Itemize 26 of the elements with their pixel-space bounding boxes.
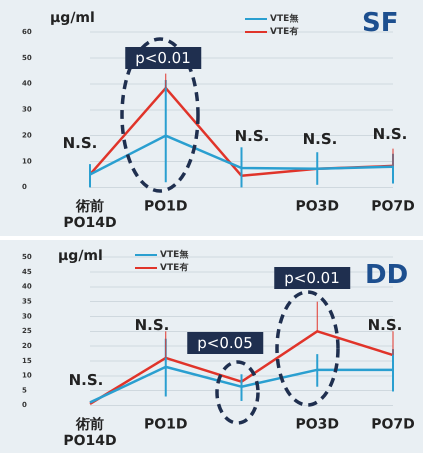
annotation: p<0.05	[187, 332, 263, 354]
x-tick-label: PO1D	[144, 416, 188, 432]
chart-title: SF	[362, 8, 398, 38]
annotation: N.S.	[234, 127, 270, 145]
annotation: N.S.	[134, 316, 170, 334]
x-tick-label: PO7D	[371, 198, 415, 214]
annotation: p<0.01	[125, 47, 201, 69]
annotation: N.S.	[368, 316, 402, 334]
annotation: N.S.	[372, 125, 408, 143]
legend-label: VTE有	[270, 26, 298, 38]
legend-label: VTE無	[160, 248, 188, 261]
legend-label: VTE無	[270, 12, 298, 25]
x-tick-label: 術前 PO14D	[63, 416, 117, 450]
x-tick-label: 術前 PO14D	[63, 198, 117, 232]
y-axis-title: μg/ml	[50, 10, 95, 26]
chart-title: DD	[365, 260, 408, 290]
x-tick-label: PO7D	[371, 416, 415, 432]
legend-label: VTE有	[160, 262, 188, 274]
annotation: N.S.	[302, 130, 338, 148]
x-tick-label: PO1D	[144, 198, 188, 214]
annotation: N.S.	[68, 371, 104, 389]
annotation: p<0.01	[274, 267, 350, 289]
annotation: N.S.	[62, 134, 98, 152]
x-tick-label: PO3D	[295, 416, 340, 432]
y-axis-title: μg/ml	[58, 248, 103, 264]
x-tick-label: PO3D	[295, 198, 340, 214]
